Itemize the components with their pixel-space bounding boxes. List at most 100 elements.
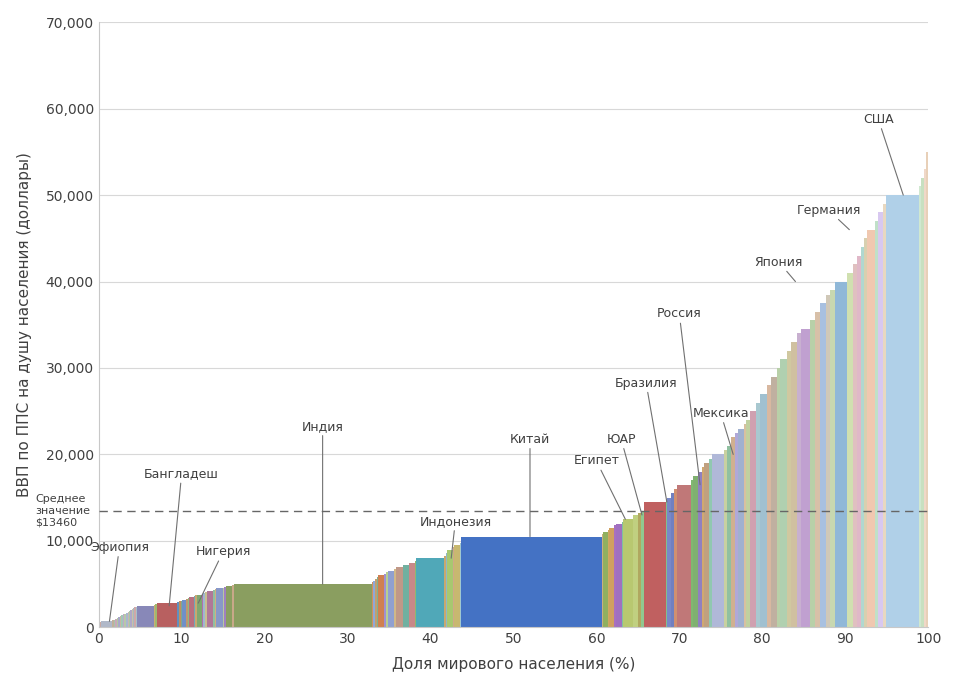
Bar [409, 562, 415, 628]
Text: Россия: Россия [657, 307, 701, 484]
Bar [132, 609, 133, 628]
Text: Индия: Индия [302, 420, 344, 584]
Bar [694, 476, 697, 628]
Bar [189, 597, 194, 628]
Bar [673, 489, 676, 628]
Bar [403, 565, 409, 628]
Bar [120, 616, 122, 628]
Bar [181, 601, 182, 628]
Bar [179, 601, 181, 628]
Bar [374, 581, 375, 628]
Bar [878, 212, 882, 628]
Bar [704, 463, 709, 628]
Bar [604, 533, 607, 628]
Bar [743, 424, 746, 628]
Bar [701, 467, 704, 628]
Bar [853, 265, 857, 628]
X-axis label: Доля мирового населения (%): Доля мирового населения (%) [392, 657, 635, 672]
Bar [417, 558, 444, 628]
Bar [633, 515, 638, 628]
Bar [415, 561, 417, 628]
Bar [102, 621, 112, 628]
Bar [222, 588, 224, 628]
Bar [122, 615, 123, 628]
Bar [642, 511, 644, 628]
Bar [826, 294, 831, 628]
Bar [697, 472, 701, 628]
Bar [123, 615, 125, 628]
Bar [177, 602, 179, 628]
Bar [137, 606, 154, 628]
Bar [867, 229, 875, 628]
Bar [213, 590, 215, 628]
Bar [926, 152, 928, 628]
Bar [831, 290, 834, 628]
Bar [746, 420, 750, 628]
Bar [727, 446, 731, 628]
Bar [861, 247, 864, 628]
Bar [445, 553, 447, 628]
Bar [384, 574, 386, 628]
Bar [834, 282, 847, 628]
Bar [203, 593, 205, 628]
Bar [709, 459, 712, 628]
Text: Египет: Египет [573, 455, 626, 520]
Bar [195, 595, 196, 628]
Bar [112, 621, 114, 628]
Bar [133, 608, 134, 628]
Bar [810, 320, 815, 628]
Bar [875, 221, 878, 628]
Bar [614, 525, 616, 628]
Bar [767, 385, 770, 628]
Bar [712, 455, 724, 628]
Bar [155, 604, 157, 628]
Bar [226, 586, 232, 628]
Bar [118, 617, 120, 628]
Text: Среднее
значение
$13460: Среднее значение $13460 [35, 495, 90, 528]
Bar [815, 312, 820, 628]
Bar [232, 585, 234, 628]
Text: США: США [863, 113, 903, 195]
Bar [760, 394, 767, 628]
Bar [616, 524, 622, 628]
Bar [116, 619, 117, 628]
Bar [154, 605, 155, 628]
Text: Германия: Германия [796, 204, 861, 229]
Bar [602, 534, 604, 628]
Bar [196, 595, 202, 628]
Bar [820, 303, 826, 628]
Text: ЮАР: ЮАР [606, 433, 642, 515]
Bar [924, 169, 926, 628]
Bar [666, 500, 667, 628]
Bar [125, 613, 127, 628]
Bar [194, 596, 195, 628]
Bar [750, 411, 756, 628]
Bar [691, 480, 694, 628]
Bar [127, 612, 129, 628]
Text: Китай: Китай [510, 433, 550, 537]
Bar [797, 333, 802, 628]
Bar [667, 497, 671, 628]
Text: Индонезия: Индонезия [420, 515, 491, 558]
Bar [919, 187, 922, 628]
Bar [234, 584, 372, 628]
Bar [215, 589, 216, 628]
Bar [396, 567, 403, 628]
Bar [378, 575, 384, 628]
Bar [770, 377, 777, 628]
Text: Бразилия: Бразилия [615, 377, 677, 502]
Bar [186, 599, 188, 628]
Bar [453, 547, 454, 628]
Bar [386, 572, 388, 628]
Bar [724, 450, 727, 628]
Bar [224, 587, 226, 628]
Bar [375, 579, 376, 628]
Bar [638, 513, 642, 628]
Text: Мексика: Мексика [693, 407, 749, 455]
Bar [461, 537, 602, 628]
Bar [622, 522, 624, 628]
Bar [205, 592, 207, 628]
Bar [791, 342, 797, 628]
Text: Нигерия: Нигерия [195, 545, 251, 603]
Text: Бангладеш: Бангладеш [144, 467, 219, 606]
